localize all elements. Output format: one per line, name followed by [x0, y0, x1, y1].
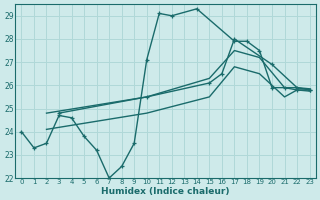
X-axis label: Humidex (Indice chaleur): Humidex (Indice chaleur)	[101, 187, 230, 196]
